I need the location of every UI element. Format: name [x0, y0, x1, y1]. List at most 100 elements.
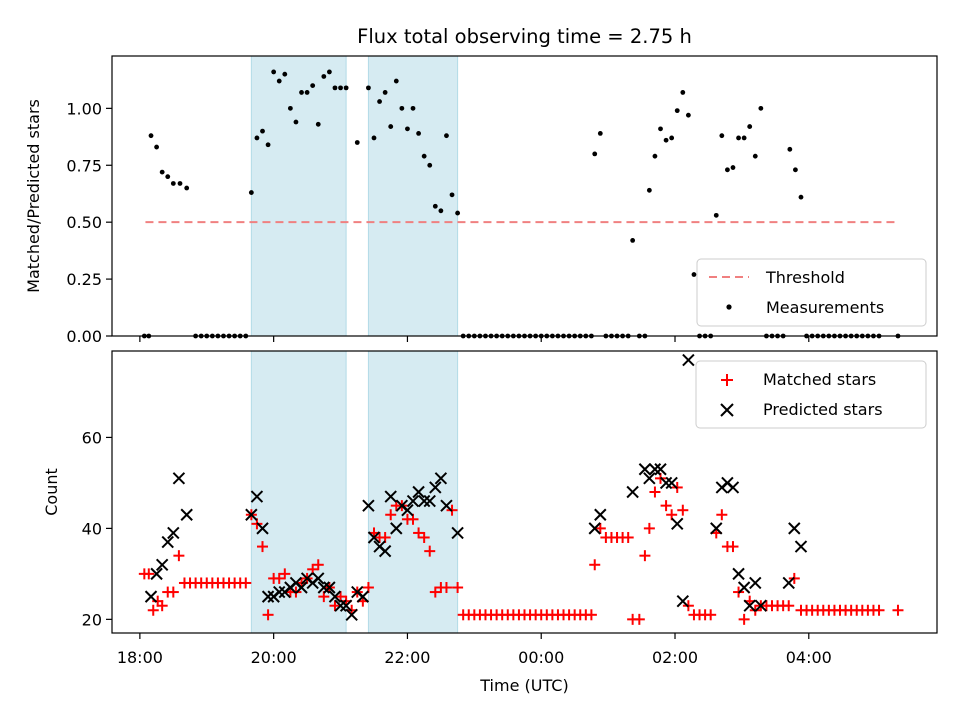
predicted-star-point [417, 494, 431, 508]
predicted-star-point [295, 581, 308, 594]
matched-star-point [143, 568, 155, 580]
predicted-star-point [261, 590, 275, 603]
bottom-panel: 20 40 60 18:00 20:00 22:00 00:00 02:00 04:00 Ti… [42, 350, 938, 695]
measurement-point [343, 85, 349, 91]
top-y-tick-label: 0.25 [66, 270, 102, 289]
measurement-point [758, 105, 764, 111]
predicted-star-point [726, 481, 740, 494]
predicted-star-point [367, 531, 381, 544]
top-y-tick-label: 1.00 [66, 99, 102, 118]
bottom-y-tick-label: 40 [82, 519, 102, 538]
predicted-star-point [654, 463, 667, 476]
matched-star-point [589, 559, 601, 571]
matched-star-point [307, 563, 319, 575]
predicted-star-point [648, 463, 662, 476]
top-panel: 0.00 0.25 0.50 0.75 1.00 Flux total observin… [24, 25, 938, 346]
measurement-point [293, 119, 299, 125]
measurement-point [597, 130, 603, 136]
top-y-tick-label: 0.50 [66, 213, 102, 232]
measurement-point [592, 151, 598, 157]
measurement-point [366, 85, 371, 91]
matched-star-point [362, 582, 374, 594]
measurement-point [449, 192, 455, 198]
top-shaded-interval [367, 55, 459, 337]
matched-star-point [262, 609, 274, 621]
predicted-star-point [384, 490, 397, 503]
predicted-star-point [659, 476, 673, 490]
measurement-point [741, 135, 747, 141]
chart-title: Flux total observing time = 2.75 h [357, 25, 692, 48]
matched-star-point [873, 604, 885, 616]
measurement-point [399, 105, 405, 111]
x-tick-label: 18:00 [117, 648, 163, 667]
measurement-point [713, 212, 719, 218]
top-y-ticks: 0.00 0.25 0.50 0.75 1.00 [66, 99, 112, 346]
bottom-y-tick-label: 60 [82, 428, 102, 447]
predicted-star-point [180, 508, 193, 521]
predicted-star-point [794, 540, 808, 553]
matched-star-point [240, 577, 252, 589]
legend-predicted-label: Predicted stars [763, 400, 883, 419]
measurement-point [410, 105, 416, 111]
predicted-star-point [167, 526, 180, 540]
predicted-star-point [782, 576, 795, 590]
matched-star-point [167, 586, 179, 598]
predicted-star-point [710, 522, 723, 535]
matched-star-point [418, 531, 430, 543]
predicted-star-point [390, 522, 403, 535]
bottom-y-tick-label: 20 [82, 610, 102, 629]
measurement-point [265, 142, 271, 148]
matched-star-point [147, 604, 159, 616]
predicted-star-point [643, 472, 656, 485]
matched-star-point [622, 531, 634, 543]
legend-predicted-swatch [720, 403, 734, 417]
measurement-point [663, 137, 669, 143]
measurement-point [646, 187, 652, 193]
matched-star-point [892, 604, 904, 616]
predicted-star-point [754, 599, 768, 612]
measurement-point [652, 153, 658, 159]
measurement-point [680, 90, 686, 95]
measurement-point [154, 144, 159, 150]
measurement-point [338, 85, 343, 91]
predicted-star-point [155, 558, 169, 571]
predicted-star-point [317, 581, 331, 594]
predicted-star-point [273, 585, 286, 599]
matched-star-point [156, 600, 168, 612]
x-tick-label: 02:00 [652, 648, 698, 667]
matched-star-point [385, 509, 397, 521]
bottom-y-ticks: 20 40 60 [82, 428, 112, 629]
measurement-point [184, 185, 190, 191]
measurement-point [438, 208, 444, 214]
matched-star-point [318, 591, 330, 603]
measurement-point [304, 90, 310, 95]
matched-star-point [413, 527, 425, 539]
bottom-y-axis-label: Count [42, 468, 61, 516]
measurement-point [299, 90, 304, 95]
predicted-star-point [256, 522, 269, 535]
matched-star-point [279, 568, 291, 580]
top-y-tick-label: 0.00 [66, 327, 102, 346]
matched-star-point [594, 522, 606, 534]
measurement-point [276, 78, 282, 84]
measurement-point [382, 90, 388, 95]
measurement-point [148, 133, 154, 139]
predicted-star-point [682, 353, 695, 367]
matched-star-point [257, 541, 269, 553]
measurement-point [416, 130, 421, 136]
measurement-point [444, 133, 449, 139]
matched-star-point [329, 600, 341, 612]
predicted-star-point [594, 508, 607, 521]
predicted-star-point [676, 594, 690, 608]
predicted-star-point [665, 476, 678, 490]
matched-star-point [643, 522, 655, 534]
matched-star-point [585, 609, 597, 621]
matched-star-point [379, 531, 391, 543]
measurement-point [719, 133, 725, 139]
bottom-axes-frame [111, 350, 938, 634]
measurement-point [254, 135, 260, 141]
measurement-point [736, 135, 741, 141]
measurement-point [455, 210, 461, 216]
measurement-point [287, 105, 293, 111]
predicted-star-point [356, 590, 370, 603]
